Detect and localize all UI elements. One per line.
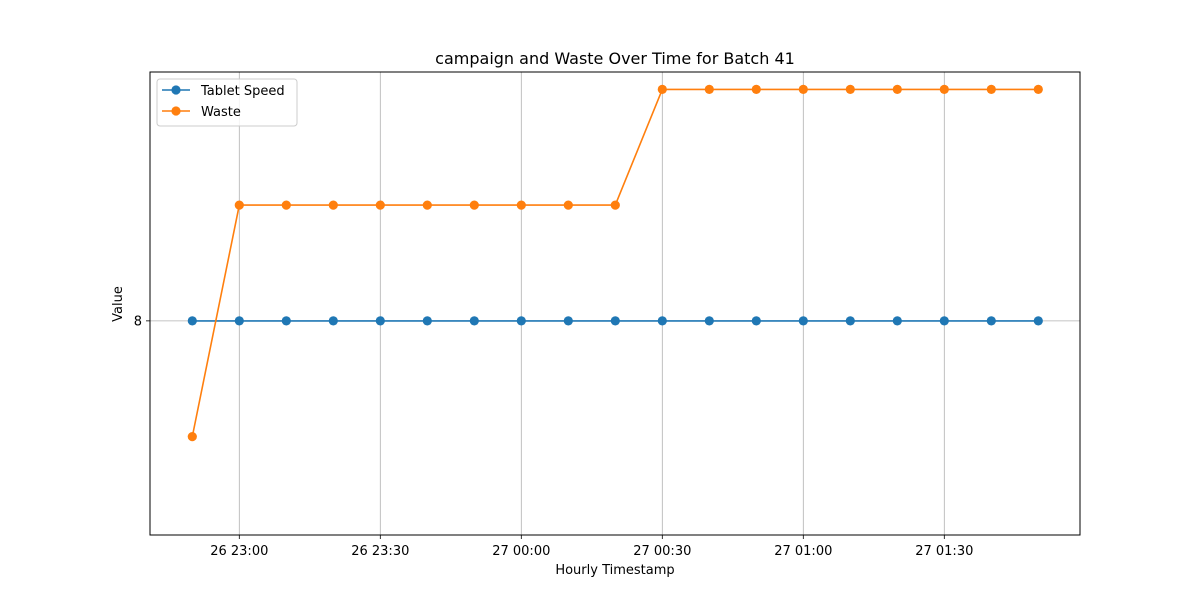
data-point-tablet-speed	[845, 316, 855, 326]
plot-area	[149, 71, 1081, 536]
data-point-waste	[422, 200, 432, 210]
grid	[150, 72, 1080, 535]
x-tick-label: 27 00:30	[633, 544, 691, 559]
data-point-tablet-speed	[704, 316, 714, 326]
data-point-waste	[469, 200, 479, 210]
data-point-waste	[610, 200, 620, 210]
series-tablet-speed	[187, 316, 1043, 326]
data-point-tablet-speed	[892, 316, 902, 326]
data-point-waste	[1033, 84, 1043, 94]
data-point-tablet-speed	[516, 316, 526, 326]
series-waste	[187, 84, 1043, 442]
x-tick-label: 27 01:30	[915, 544, 973, 559]
legend-marker-waste	[171, 106, 181, 116]
y-tick-label: 8	[134, 314, 142, 329]
data-point-waste	[187, 432, 197, 442]
data-point-waste	[845, 84, 855, 94]
legend: Tablet Speed Waste	[156, 78, 298, 127]
data-point-tablet-speed	[610, 316, 620, 326]
x-tick-label: 27 01:00	[774, 544, 832, 559]
y-axis-label: Value	[111, 286, 126, 322]
data-point-tablet-speed	[939, 316, 949, 326]
legend-marker-tablet-speed	[171, 85, 181, 95]
chart-title: campaign and Waste Over Time for Batch 4…	[435, 49, 795, 68]
data-point-waste	[657, 84, 667, 94]
data-point-tablet-speed	[563, 316, 573, 326]
data-point-waste	[892, 84, 902, 94]
x-axis: 26 23:00 26 23:30 27 00:00 27 00:30 27 01:00…	[210, 535, 973, 559]
data-point-waste	[234, 200, 244, 210]
data-point-waste	[563, 200, 573, 210]
data-point-tablet-speed	[187, 316, 197, 326]
data-point-waste	[328, 200, 338, 210]
data-point-tablet-speed	[281, 316, 291, 326]
x-axis-label: Hourly Timestamp	[555, 563, 674, 578]
data-point-tablet-speed	[798, 316, 808, 326]
data-point-tablet-speed	[469, 316, 479, 326]
data-point-waste	[751, 84, 761, 94]
y-axis: 8	[134, 314, 150, 329]
data-point-waste	[281, 200, 291, 210]
legend-label-waste: Waste	[201, 105, 241, 120]
data-point-waste	[798, 84, 808, 94]
data-point-waste	[375, 200, 385, 210]
legend-label-tablet-speed: Tablet Speed	[200, 84, 285, 99]
data-point-tablet-speed	[986, 316, 996, 326]
data-point-waste	[516, 200, 526, 210]
data-point-tablet-speed	[234, 316, 244, 326]
data-point-waste	[986, 84, 996, 94]
data-point-tablet-speed	[422, 316, 432, 326]
data-point-tablet-speed	[375, 316, 385, 326]
x-tick-label: 26 23:30	[351, 544, 409, 559]
series-layer	[187, 84, 1043, 442]
data-point-tablet-speed	[657, 316, 667, 326]
data-point-waste	[939, 84, 949, 94]
series-line-waste	[191, 88, 1039, 437]
data-point-tablet-speed	[1033, 316, 1043, 326]
legend-box	[156, 78, 298, 127]
data-point-tablet-speed	[751, 316, 761, 326]
data-point-tablet-speed	[328, 316, 338, 326]
data-point-waste	[704, 84, 714, 94]
x-tick-label: 26 23:00	[210, 544, 268, 559]
x-tick-label: 27 00:00	[492, 544, 550, 559]
